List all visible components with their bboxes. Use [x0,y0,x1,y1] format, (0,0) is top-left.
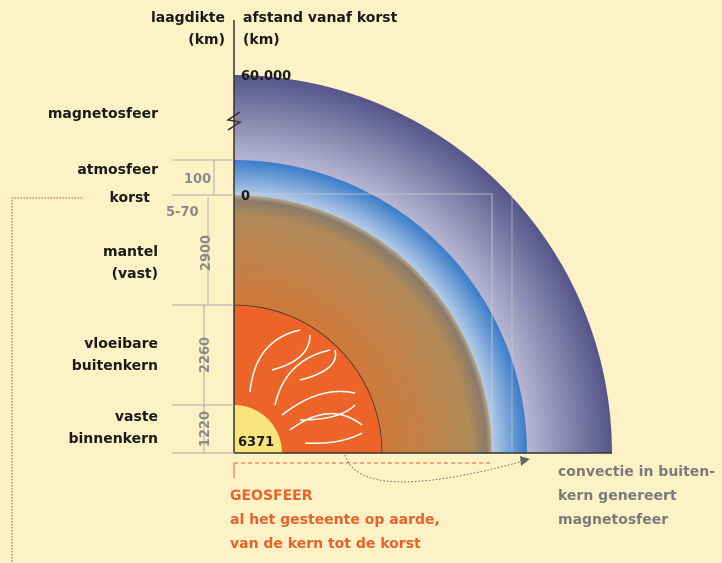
layer-name: mantel [103,244,158,260]
thickness: 100 [184,172,211,187]
thickness: 1220 [198,411,213,447]
dimension-lines [172,159,234,454]
distance: 60.000 [241,69,291,84]
earth-quadrant [233,75,612,454]
distance: 6371 [238,435,274,450]
layer-name: buitenkern [72,358,158,374]
label: (km) [188,32,225,48]
label: laagdikte [151,10,225,26]
layer-name: atmosfeer [77,162,158,178]
thickness: 2260 [198,337,213,373]
label: (km) [243,32,280,48]
convection-text: kern genereert [558,488,677,504]
geosphere-text: al het gesteente op aarde, [230,512,440,528]
geosphere-title: GEOSFEER [230,488,313,504]
axis-break [226,111,242,131]
geosphere-text: van de kern tot de korst [230,536,421,552]
convection-text: convectie in buiten- [558,464,715,480]
arrow-head [520,456,530,466]
thickness: 5-70 [166,205,199,220]
convection-text: magnetosfeer [558,512,668,528]
layer-name: korst [110,190,151,206]
thickness: 2900 [199,235,214,271]
layer-name: binnenkern [68,431,158,447]
layer-name: vaste [115,409,158,425]
label: afstand vanaf korst [243,10,398,26]
layer-name: (vast) [112,266,158,282]
korst-pointer [11,197,82,563]
layer-name: vloeibare [84,336,158,352]
distance: 0 [241,189,250,204]
convection-arrow [344,454,521,483]
layer-name: magnetosfeer [48,106,158,122]
